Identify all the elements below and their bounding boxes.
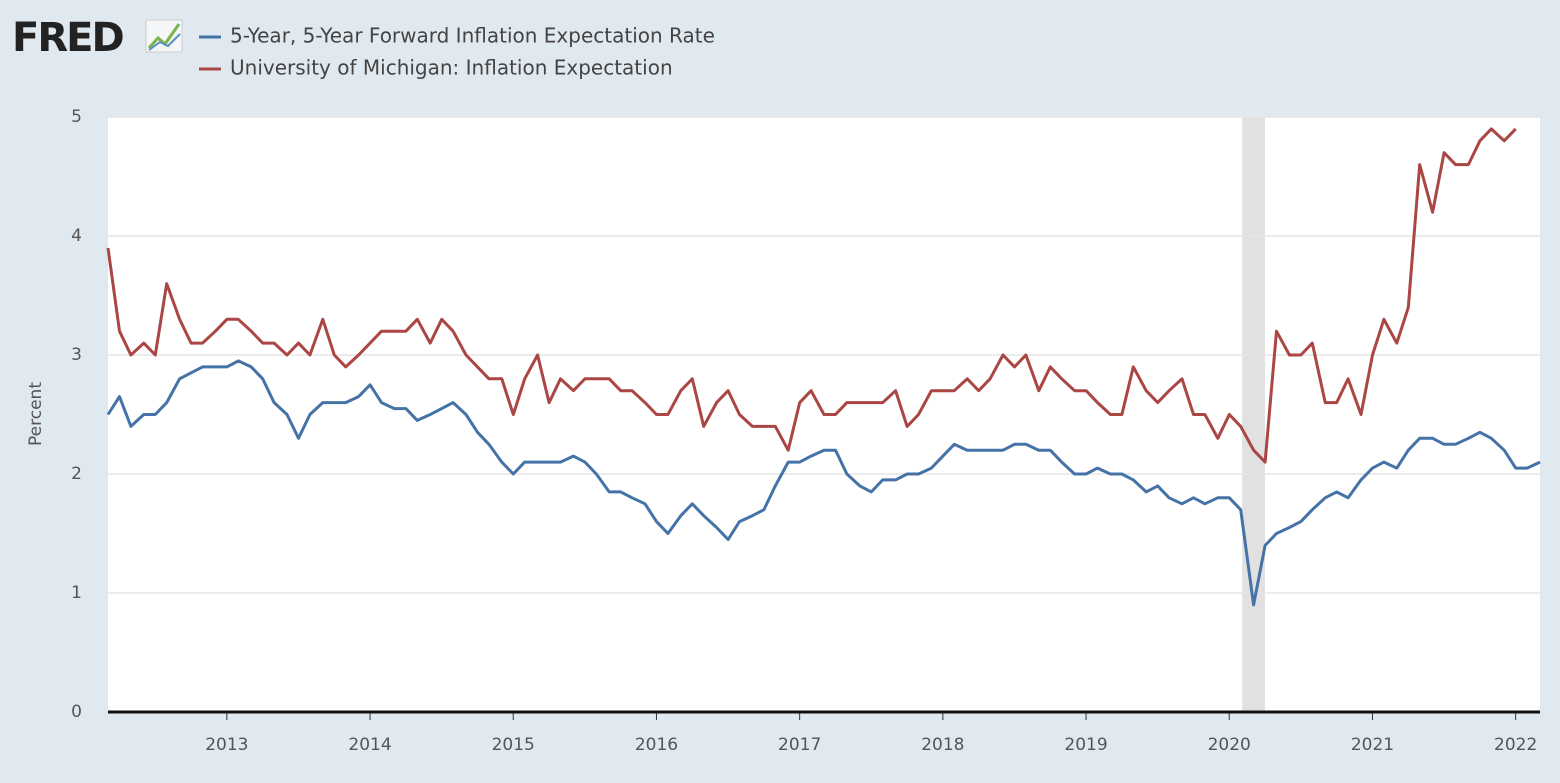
x-tick-label: 2020 [1208,735,1251,755]
y-axis-label: Percent [26,382,46,446]
logo-icon [145,19,183,53]
y-tick-label: 3 [71,345,82,365]
series-line [106,127,1517,464]
y-tick-label: 5 [71,107,82,127]
legend-label: University of Michigan: Inflation Expect… [230,56,673,80]
x-tick-label: 2018 [921,735,964,755]
x-tick-label: 2016 [635,735,678,755]
logo: FRED [12,15,123,61]
x-tick-label: 2013 [205,735,248,755]
x-tick-label: 2015 [492,735,535,755]
series-line [106,359,1541,607]
y-tick-label: 4 [71,226,82,246]
y-tick-label: 1 [71,583,82,603]
x-tick-label: 2022 [1494,735,1537,755]
x-tick-label: 2021 [1351,735,1394,755]
x-tick-label: 2017 [778,735,821,755]
y-tick-label: 0 [71,702,82,722]
y-tick-label: 2 [71,464,82,484]
recession-band [1242,117,1266,712]
x-tick-label: 2014 [348,735,391,755]
legend-label: 5-Year, 5-Year Forward Inflation Expecta… [230,24,715,48]
x-tick-label: 2019 [1064,735,1107,755]
